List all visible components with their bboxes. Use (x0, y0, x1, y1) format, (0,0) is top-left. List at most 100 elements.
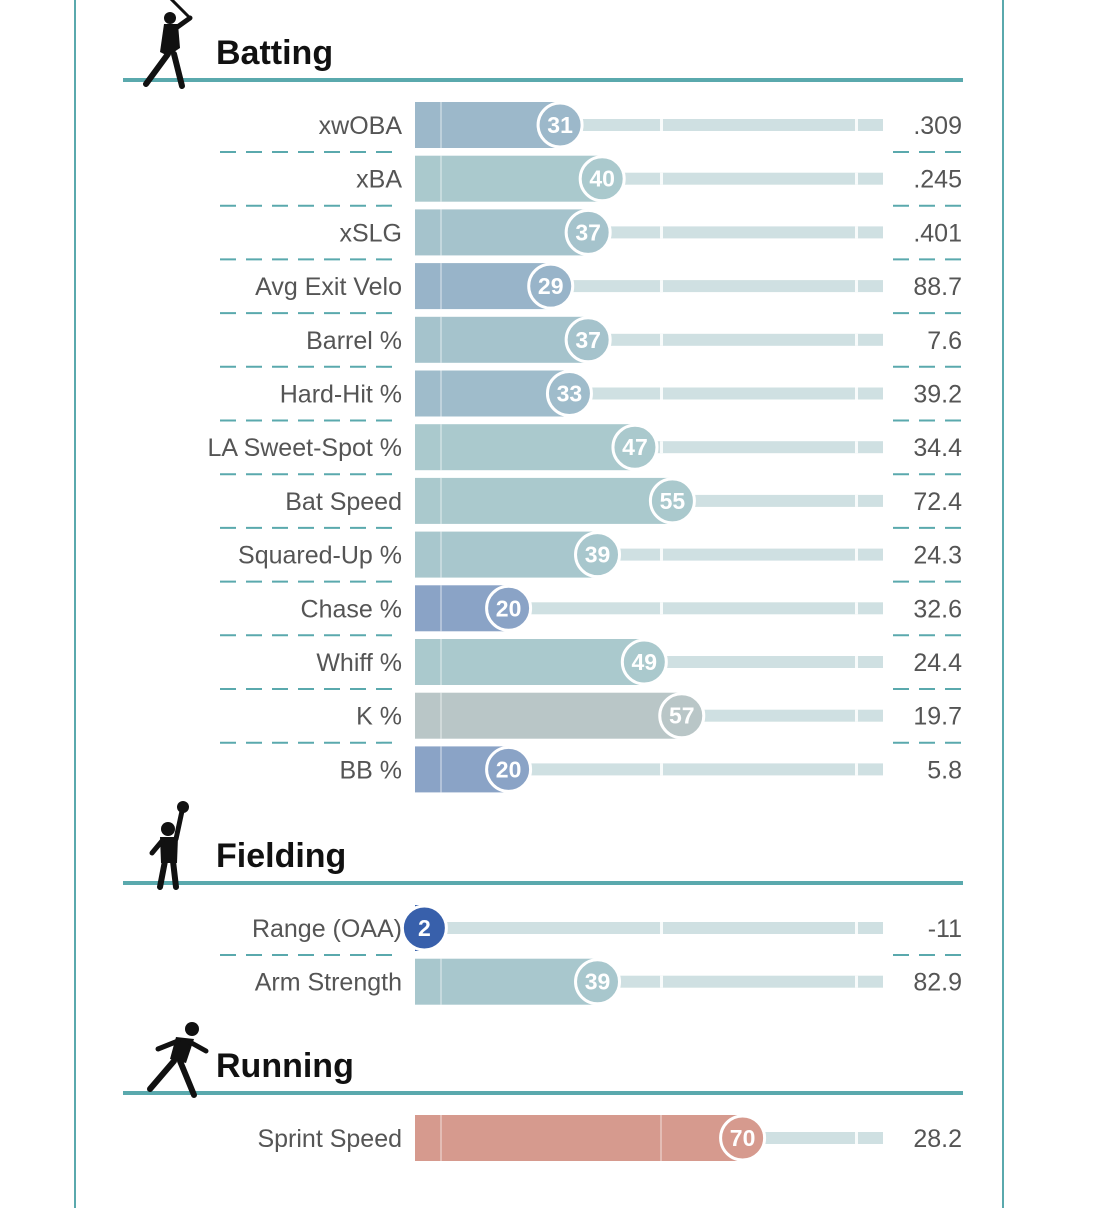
batter-head (164, 12, 176, 24)
bar-tick (440, 692, 442, 739)
percentile-bar (415, 639, 645, 685)
metric-row: 39 Arm Strength 82.9 (255, 958, 962, 1006)
metric-row: 49 Whiff % 24.4 (220, 638, 963, 690)
percentile-label: 55 (660, 488, 686, 514)
percentile-label: 37 (575, 219, 601, 245)
metric-label: Whiff % (316, 649, 402, 677)
metric-row: 29 Avg Exit Velo 88.7 (220, 262, 963, 315)
metric-value: 28.2 (913, 1125, 962, 1153)
bar-tick (440, 585, 442, 632)
percentile-circle (658, 692, 706, 740)
metric-label: Arm Strength (255, 969, 402, 997)
fielder-leg-right (170, 858, 179, 890)
percentile-circle (564, 208, 612, 256)
metric-label: Bat Speed (285, 488, 402, 516)
bar-tick (440, 531, 442, 578)
metric-row: 2 Range (OAA) -11 (220, 904, 963, 956)
percentile-bar (415, 477, 673, 524)
metric-label: LA Sweet-Spot % (207, 434, 402, 462)
track-tick (660, 441, 663, 454)
percentile-circle (527, 262, 575, 310)
metric-value: 19.7 (913, 703, 962, 731)
runner-leg-back (147, 1058, 177, 1092)
track-tick (855, 387, 858, 400)
percentile-label: 70 (730, 1125, 756, 1151)
metric-value: 24.3 (913, 542, 962, 570)
metric-label: Sprint Speed (257, 1125, 402, 1153)
track-tick (855, 494, 858, 507)
metric-value: .309 (913, 112, 962, 140)
metric-label: Avg Exit Velo (255, 273, 402, 301)
bar-tick (440, 155, 442, 202)
track-tick (855, 333, 858, 346)
percentile-label: 40 (589, 166, 615, 192)
percentile-label: 49 (632, 649, 658, 675)
percentile-label: 31 (547, 112, 573, 138)
track-tick (660, 333, 663, 346)
percentile-bar (415, 102, 561, 148)
bar-tick (440, 424, 442, 471)
percentile-circle (611, 423, 659, 471)
percentile-bar (415, 155, 603, 202)
track-tick (660, 119, 663, 131)
track-tick (855, 602, 858, 615)
percentile-circle (485, 584, 533, 632)
metric-value: .245 (913, 166, 962, 194)
percentile-label: 29 (538, 273, 564, 299)
metric-row: 55 Bat Speed 72.4 (220, 477, 963, 529)
bar-tick (440, 477, 442, 524)
metric-label: Hard-Hit % (280, 381, 402, 409)
runner-head (185, 1022, 199, 1036)
percentile-label: 39 (585, 542, 611, 568)
percentile-circle (564, 316, 612, 364)
metric-label: K % (356, 703, 402, 731)
bar-tick (660, 1115, 662, 1161)
metric-value: 5.8 (927, 756, 962, 784)
percentile-circle (719, 1114, 767, 1162)
track-tick (660, 922, 663, 934)
fielder-icon (149, 801, 189, 890)
runner-leg-front (177, 1058, 197, 1098)
percentile-label: 47 (622, 434, 648, 460)
bar-tick (440, 746, 442, 793)
bar-tick (440, 958, 442, 1005)
metric-row: 47 LA Sweet-Spot % 34.4 (207, 423, 963, 476)
bar-track (415, 922, 883, 934)
track-tick (855, 975, 858, 988)
percentile-circle (620, 638, 668, 686)
percentile-label: 39 (585, 969, 611, 995)
metric-value: 34.4 (913, 434, 962, 462)
track-tick (660, 763, 663, 776)
metric-label: xBA (356, 166, 402, 194)
runner-arm-back (155, 1038, 181, 1052)
runner-icon (147, 1022, 209, 1098)
percentile-circle (574, 531, 622, 579)
track-tick (855, 548, 858, 561)
metric-label: xwOBA (319, 112, 403, 140)
metric-value: -11 (928, 915, 962, 943)
percentile-bar (415, 209, 589, 256)
fielder-arm-up (173, 808, 185, 842)
percentile-label: 33 (557, 381, 583, 407)
track-tick (660, 280, 663, 293)
track-tick (660, 226, 663, 239)
fielder-head (161, 822, 175, 836)
percentile-label: 20 (496, 595, 522, 621)
metric-value: 82.9 (913, 969, 962, 997)
metric-row: 37 xSLG .401 (220, 208, 963, 261)
track-tick (855, 226, 858, 239)
chart-frame (74, 0, 1004, 1208)
metric-value: 72.4 (913, 488, 962, 516)
track-tick (855, 280, 858, 293)
track-tick (855, 763, 858, 776)
fielder-torso (160, 837, 178, 863)
track-tick (660, 548, 663, 561)
metric-value: 32.6 (913, 595, 962, 623)
track-tick (855, 119, 858, 131)
metric-row: 31 xwOBA .309 (220, 101, 963, 153)
metric-row: 33 Hard-Hit % 39.2 (220, 370, 963, 422)
section-title-fielding: Fielding (216, 837, 346, 875)
metric-label: xSLG (339, 219, 402, 247)
bar-tick (440, 316, 442, 363)
percentile-label: 2 (418, 915, 431, 941)
